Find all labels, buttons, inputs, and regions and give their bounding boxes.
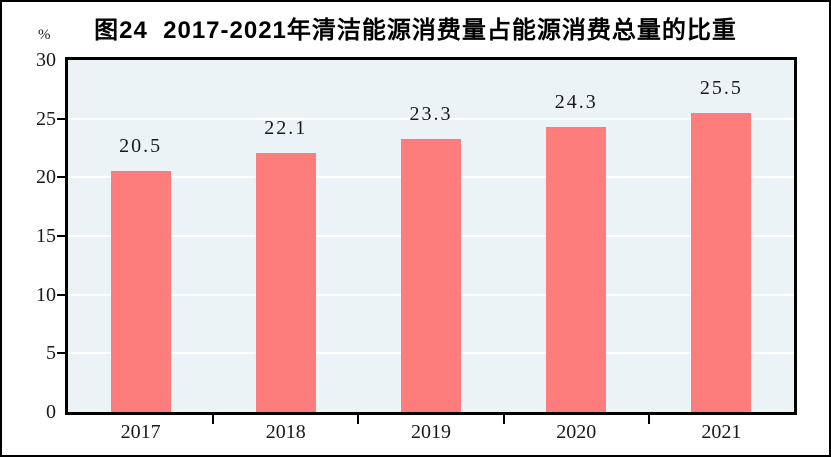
chart-title: 图24 2017-2021年清洁能源消费量占能源消费总量的比重	[94, 17, 737, 44]
x-tick-label: 2020	[556, 421, 597, 443]
y-tick-label: 5	[46, 342, 56, 365]
bar-value-label: 25.5	[699, 76, 743, 99]
bar-value-label: 22.1	[264, 116, 308, 139]
bar-2018	[255, 152, 316, 412]
y-tick-label: 25	[36, 107, 56, 130]
bar-2020	[546, 126, 607, 412]
bar-value-label: 24.3	[554, 90, 598, 113]
y-tick-label: 15	[36, 225, 56, 247]
bar-2017	[110, 171, 171, 412]
x-tick-mark	[357, 415, 360, 424]
x-tick-label: 2018	[265, 421, 306, 443]
bar-2021	[691, 112, 752, 412]
x-tick-mark	[212, 415, 215, 424]
y-tick-mark	[57, 117, 65, 120]
y-tick-mark	[57, 352, 65, 355]
y-tick-label: 20	[36, 166, 56, 189]
y-axis-unit-label: %	[38, 27, 51, 43]
y-tick-label: 30	[36, 49, 56, 71]
y-tick-label: 10	[36, 283, 56, 306]
bar-2019	[401, 138, 461, 412]
x-tick-mark	[647, 415, 650, 424]
plot-area: 20.5 22.1 23.3 24.3 25.5	[65, 57, 797, 415]
x-tick-label: 2017	[120, 421, 161, 443]
x-tick-label: 2021	[701, 421, 742, 443]
y-tick-label: 0	[46, 401, 56, 423]
bar-value-label: 20.5	[119, 135, 163, 158]
x-tick-label: 2019	[411, 421, 451, 443]
y-tick-mark	[57, 176, 65, 179]
y-tick-mark	[57, 293, 65, 296]
bar-value-label: 23.3	[409, 102, 453, 125]
x-tick-mark	[502, 415, 505, 424]
gridline	[68, 117, 794, 120]
y-tick-mark	[57, 235, 65, 237]
